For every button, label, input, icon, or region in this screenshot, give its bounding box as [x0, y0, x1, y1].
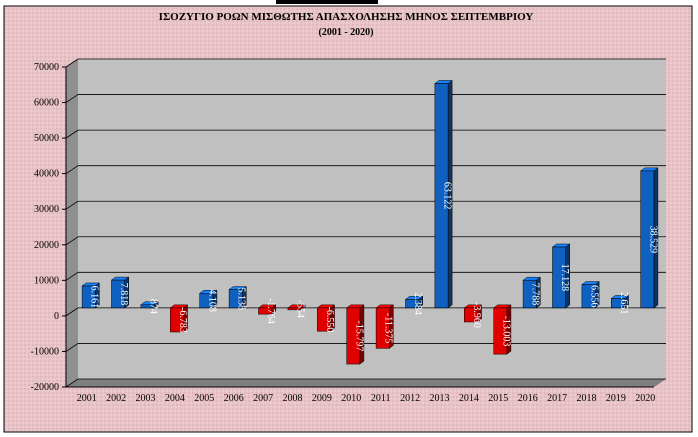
data-label-2017: 17.128 — [559, 264, 570, 292]
plot-side-wall — [66, 59, 78, 387]
x-tick-label: 2006 — [224, 393, 244, 404]
gridline-side — [65, 343, 79, 352]
gridline-side — [65, 94, 79, 103]
data-label-2015: -13.003 — [500, 316, 511, 347]
y-tick-label: 40000 — [34, 169, 59, 180]
y-tick-label: 10000 — [34, 275, 59, 286]
data-label-2019: 2.651 — [618, 292, 629, 315]
data-labels: 6.161 7.818 874 -6.783 4.108 5.138 -1.764 -554 -… — [89, 182, 659, 351]
chart-subtitle: (2001 - 2020) — [319, 27, 374, 38]
y-tick-label: 0 — [54, 311, 59, 322]
y-tick-label: 50000 — [34, 133, 59, 144]
bar-2012 — [404, 295, 424, 309]
bar-2019 — [610, 294, 630, 309]
x-tick-label: 2010 — [341, 393, 361, 404]
data-label-2009: -6.550 — [324, 307, 335, 333]
data-label-2003: 874 — [148, 299, 159, 314]
gridline-side — [65, 272, 79, 281]
x-tick-label: 2008 — [283, 393, 303, 404]
gridline-side — [65, 58, 79, 68]
x-tick-label: 2019 — [606, 393, 626, 404]
plot-floor — [66, 379, 666, 387]
y-tick-label: -20000 — [31, 382, 59, 393]
data-label-2007: -1.764 — [265, 298, 276, 324]
data-label-2020: 38.529 — [647, 226, 658, 254]
data-label-2006: 5.138 — [236, 288, 247, 311]
data-label-2011: -11.375 — [383, 313, 394, 343]
data-label-2005: 4.108 — [206, 289, 217, 312]
x-tick-label: 2001 — [77, 393, 97, 404]
gridline-side — [65, 165, 79, 174]
y-tick-label: 20000 — [34, 240, 59, 251]
x-tick-label: 2017 — [547, 393, 567, 404]
data-label-2014: -3.960 — [471, 302, 482, 328]
x-tick-label: 2002 — [106, 393, 126, 404]
bar-2015 — [492, 304, 512, 355]
bar-2010 — [345, 304, 365, 365]
x-tick-label: 2015 — [488, 393, 508, 404]
plot-background — [78, 59, 666, 379]
chart-title: ΙΣΟΖΥΓΙΟ ΡΟΩΝ ΜΙΣΘΩΤΗΣ ΑΠΑΣΧΟΛΗΣΗΣ ΜΗΝΟΣ… — [159, 11, 534, 23]
gridline-side — [65, 129, 79, 139]
bar-2007 — [257, 304, 277, 315]
data-label-2008: -554 — [295, 300, 306, 318]
bar-2001 — [81, 282, 101, 309]
y-tick-label: -10000 — [31, 346, 59, 357]
x-tick-label: 2005 — [194, 393, 214, 404]
top-underline-mark — [276, 0, 378, 4]
data-label-2018: 6.556 — [589, 285, 600, 308]
bar-2003 — [140, 301, 159, 309]
x-tick-label: 2003 — [136, 393, 156, 404]
x-tick-label: 2014 — [459, 393, 479, 404]
bar-2017 — [551, 243, 571, 309]
data-label-2002: 7.818 — [118, 283, 129, 306]
bar-2018 — [581, 281, 600, 309]
y-tick-label: 70000 — [34, 62, 59, 73]
bar-2011 — [375, 304, 395, 349]
x-tick-label: 2011 — [371, 393, 391, 404]
bar-2014 — [463, 304, 483, 323]
y-axis: 70000 60000 50000 40000 30000 20000 10000 0 -100… — [31, 62, 654, 393]
gridline-side — [65, 200, 79, 210]
data-label-2016: 7.788 — [530, 283, 541, 306]
bar-2005 — [198, 289, 218, 309]
data-label-2004: -6.783 — [177, 307, 188, 333]
x-tick-label: 2018 — [577, 393, 597, 404]
bars — [81, 79, 659, 365]
gridline-side — [65, 307, 79, 317]
bar-2002 — [110, 276, 130, 309]
y-tick-label: 60000 — [34, 98, 59, 109]
data-label-2010: -15.797 — [353, 321, 364, 352]
x-tick-label: 2009 — [312, 393, 332, 404]
x-tick-label: 2020 — [635, 393, 655, 404]
data-label-2012: 2.384 — [412, 292, 423, 315]
x-tick-label: 2007 — [253, 393, 273, 404]
data-label-2001: 6.161 — [89, 286, 100, 309]
x-tick-label: 2004 — [165, 393, 185, 404]
y-tick-label: 30000 — [34, 204, 59, 215]
bar-2020 — [639, 167, 659, 309]
bar-2013 — [434, 79, 453, 309]
bar-2016 — [522, 276, 542, 309]
x-tick-label: 2012 — [400, 393, 420, 404]
x-tick-label: 2013 — [430, 393, 450, 404]
bar-2006 — [228, 286, 248, 309]
bar-2004 — [169, 304, 189, 333]
x-tick-label: 2016 — [518, 393, 538, 404]
data-label-2013: 63.122 — [442, 182, 453, 210]
bar-2009 — [316, 304, 336, 332]
gridline-side — [65, 236, 79, 246]
gridline-side — [65, 378, 79, 388]
x-axis: 2001 2002 2003 2004 2005 2006 2007 2008 2009 2010… — [77, 393, 656, 404]
bar-2008 — [287, 304, 306, 311]
